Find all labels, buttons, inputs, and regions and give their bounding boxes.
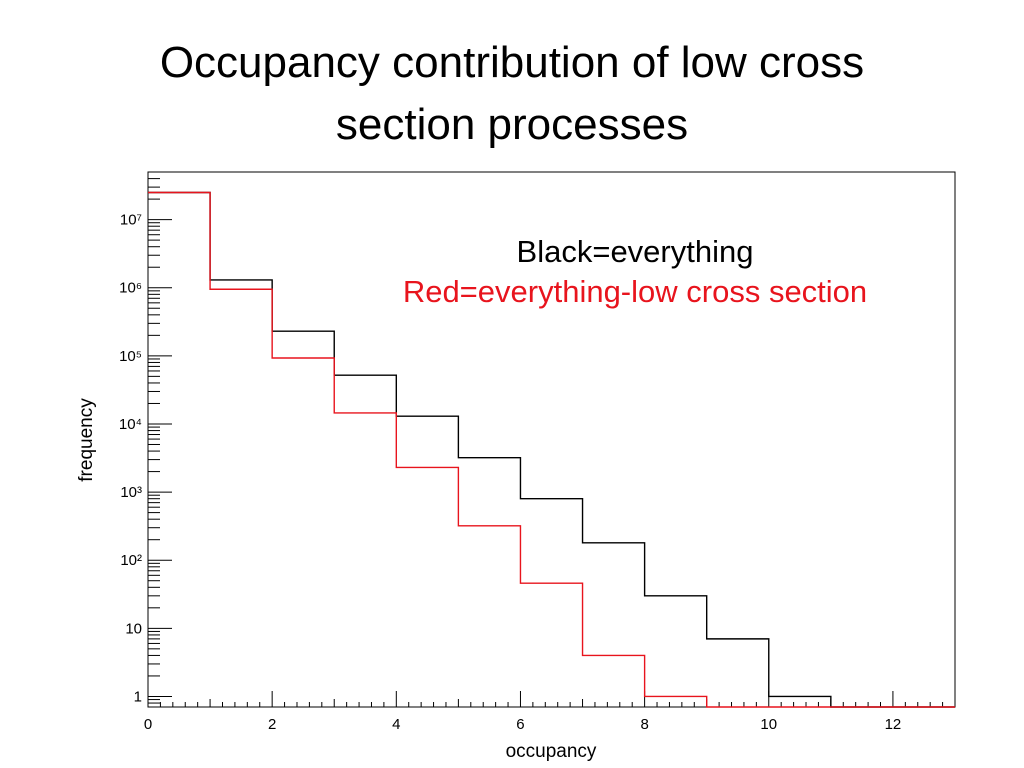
legend-red-label: Red=everything-low cross section (403, 274, 867, 309)
x-tick-label: 10 (760, 716, 777, 733)
y-tick-label: 1 (134, 688, 142, 705)
histogram-series (148, 191, 955, 708)
y-tick-label: 10² (120, 552, 142, 569)
x-tick-label: 2 (268, 716, 276, 733)
x-tick-label: 0 (144, 716, 152, 733)
x-tick-label: 4 (392, 716, 400, 733)
y-tick-label: 10⁴ (119, 416, 142, 433)
y-axis: 1 10 10² 10³ 10⁴ 10⁵ 10⁶ 10⁷ (119, 178, 172, 708)
y-tick-label: 10 (125, 620, 142, 637)
y-tick-label: 10⁷ (120, 212, 142, 229)
x-axis: 0 2 4 6 8 10 12 (144, 691, 956, 733)
histogram-line-series-1 (148, 191, 955, 708)
x-tick-label: 12 (885, 716, 902, 733)
y-axis-title: frequency (76, 398, 97, 482)
slide-title: Occupancy contribution of low cross sect… (40, 32, 984, 156)
x-tick-label: 6 (516, 716, 524, 733)
y-tick-label: 10³ (120, 484, 142, 501)
x-axis-title: occupancy (506, 741, 597, 762)
y-tick-label: 10⁵ (119, 348, 142, 365)
legend-black-label: Black=everything (517, 234, 754, 269)
y-tick-label: 10⁶ (119, 280, 142, 297)
histogram-line-series-2 (148, 191, 955, 708)
x-tick-label: 8 (640, 716, 648, 733)
slide-title-line-2: section processes (335, 100, 689, 149)
slide-title-line-1: Occupancy contribution of low cross (159, 38, 865, 87)
